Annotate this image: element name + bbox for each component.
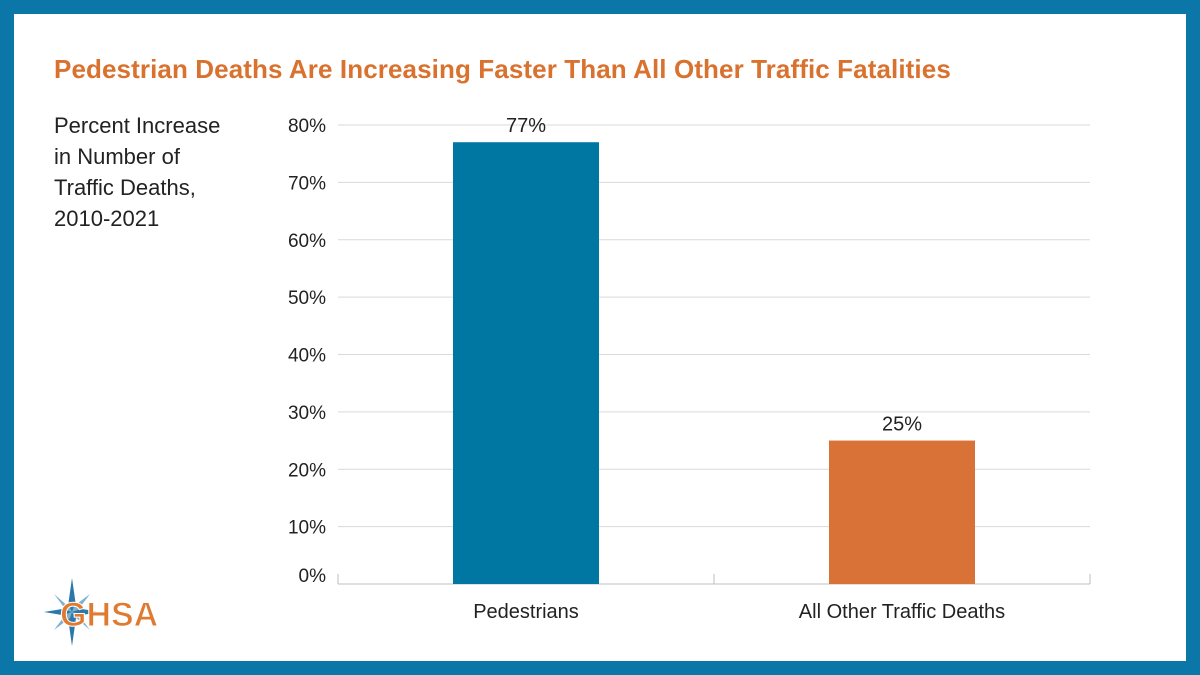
y-axis-label-line: Traffic Deaths,: [54, 175, 196, 200]
bar: [453, 142, 599, 584]
data-label: 25%: [882, 414, 922, 436]
logo-text: GHSA: [60, 596, 158, 634]
y-tick-label: 20%: [288, 460, 326, 481]
data-label: 77%: [506, 115, 546, 137]
chart-card: Pedestrian Deaths Are Increasing Faster …: [14, 14, 1186, 661]
x-category-label: All Other Traffic Deaths: [799, 601, 1005, 623]
y-tick-label: 10%: [288, 518, 326, 539]
y-tick-label: 40%: [288, 346, 326, 367]
compass-star-icon: [44, 578, 100, 646]
y-tick-label: 70%: [288, 173, 326, 194]
y-axis-label-line: in Number of: [54, 144, 180, 169]
y-tick-label: 0%: [299, 566, 327, 587]
y-tick-label: 30%: [288, 403, 326, 424]
y-tick-label: 60%: [288, 231, 326, 252]
chart-title: Pedestrian Deaths Are Increasing Faster …: [54, 54, 951, 84]
bar: [829, 440, 975, 584]
x-category-label: Pedestrians: [473, 601, 579, 623]
y-axis-label-line: Percent Increase: [54, 113, 221, 138]
y-tick-label: 80%: [288, 116, 326, 137]
y-tick-label: 50%: [288, 288, 326, 309]
bar-chart: 0% 10% 20% 30% 40% 50% 60% 70% 80% 77% Pedestrians…: [288, 115, 1091, 623]
y-axis-label: Percent Increase in Number of Traffic De…: [54, 110, 254, 234]
ghsa-logo: GHSA: [44, 578, 159, 646]
y-axis-label-line: 2010-2021: [54, 206, 160, 231]
